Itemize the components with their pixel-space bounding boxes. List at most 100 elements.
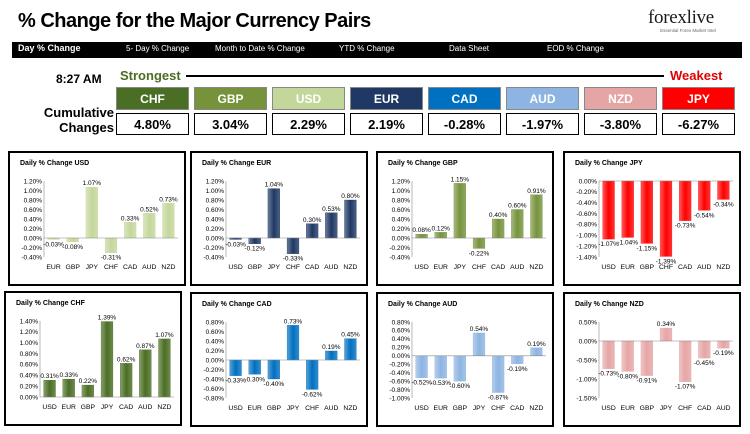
nav-tab-month-to-date[interactable]: Month to Date % Change: [215, 44, 305, 53]
x-tick-label: CHF: [491, 405, 505, 412]
y-tick-label: 1.00%: [206, 188, 225, 195]
x-tick-label: USD: [228, 264, 242, 271]
y-tick-label: 0.00%: [392, 353, 411, 360]
y-tick-label: 0.60%: [24, 207, 43, 214]
nav-tab-eod-change[interactable]: EOD % Change: [547, 44, 604, 53]
data-label: 0.73%: [159, 196, 178, 203]
x-tick-label: CAD: [697, 405, 711, 412]
data-label: 1.15%: [451, 176, 470, 183]
bar: [286, 325, 300, 361]
chart-title: Daily % Change NZD: [575, 301, 644, 308]
y-tick-label: 0.00%: [579, 338, 598, 345]
nav-tab-ytd-change[interactable]: YTD % Change: [339, 44, 395, 53]
data-label: -0.03%: [225, 241, 246, 248]
data-label: 1.39%: [98, 315, 117, 322]
timestamp: 8:27 AM: [56, 72, 102, 86]
y-tick-label: 0.80%: [392, 197, 411, 204]
currency-box-nzd: NZD -3.80%: [584, 87, 657, 135]
x-tick-label: CAD: [123, 264, 137, 271]
chart-plot: -1.40% -1.20% -1.00% -0.80% -0.60% -0.40% -0.2…: [576, 178, 734, 271]
bar: [472, 237, 486, 249]
currency-value: -6.27%: [662, 113, 735, 135]
nav-tab-5-day-change[interactable]: 5- Day % Change: [126, 44, 190, 53]
x-tick-label: CAD: [119, 404, 133, 411]
chart-plot: -0.80% -0.60% -0.40% -0.20% 0.00% 0.20% 0.40% 0…: [203, 318, 360, 412]
data-label: -0.73%: [675, 223, 696, 230]
y-tick-label: 0.20%: [24, 226, 43, 233]
logo-sub-text: Essential Forex Market Intel: [660, 28, 716, 33]
chart-panel-gbp: Daily % Change GBP -0.40% -0.20% 0.00% 0.20…: [376, 151, 554, 286]
data-label: 0.33%: [59, 372, 78, 379]
chart-panel-chf: Daily % Change CHF 0.00% 0.20% 0.40% 0.60% 0…: [4, 291, 182, 426]
bar: [267, 188, 280, 239]
x-tick-label: EUR: [621, 405, 635, 412]
chart-panel-usd: Daily % Change USD -0.40% -0.20% 0.00% 0.20…: [8, 151, 186, 286]
data-label: 0.91%: [527, 188, 546, 195]
x-tick-label: GBP: [640, 264, 655, 271]
bar: [640, 340, 653, 376]
y-tick-label: 0.40%: [206, 216, 225, 223]
y-tick-label: -1.00%: [389, 395, 410, 402]
bar: [286, 237, 300, 254]
y-tick-label: 1.20%: [20, 329, 39, 336]
x-tick-label: USD: [601, 264, 615, 271]
chart-panel-nzd: Daily % Change NZD -1.50% -1.00% -0.50% 0.0…: [563, 292, 741, 427]
currency-value: -1.97%: [506, 113, 579, 135]
bar: [267, 359, 280, 380]
x-tick-label: CHF: [104, 264, 118, 271]
nav-tab-data-sheet[interactable]: Data Sheet: [449, 44, 490, 53]
bar: [415, 355, 428, 378]
data-label: 0.30%: [303, 217, 322, 224]
y-tick-label: -1.00%: [576, 376, 597, 383]
y-tick-label: 0.40%: [206, 338, 225, 345]
x-tick-label: AUD: [324, 264, 338, 271]
x-tick-label: JPY: [101, 404, 114, 411]
data-label: 0.54%: [470, 326, 489, 333]
bar: [492, 355, 505, 393]
data-label: -0.54%: [694, 212, 715, 219]
currency-box-aud: AUD -1.97%: [506, 87, 579, 135]
data-label: 0.34%: [657, 321, 676, 328]
currency-name: GBP: [194, 87, 267, 110]
strength-divider: [186, 75, 664, 77]
data-label: -0.08%: [62, 244, 83, 251]
y-tick-label: -0.80%: [576, 222, 597, 229]
x-tick-label: USD: [228, 405, 242, 412]
bar: [698, 340, 711, 359]
bar: [306, 223, 319, 239]
x-tick-label: USD: [42, 404, 56, 411]
chart-plot: -0.40% -0.20% 0.00% 0.20% 0.40% 0.60% 0.80% 1.0…: [203, 178, 360, 271]
y-tick-label: -0.40%: [389, 254, 410, 261]
forexlive-logo[interactable]: forexlive Essential Forex Market Intel: [648, 8, 728, 38]
chart-plot: -0.40% -0.20% 0.00% 0.20% 0.40% 0.60% 0.80% 1.0…: [21, 178, 178, 271]
currency-value: -0.28%: [428, 113, 501, 135]
y-tick-label: -0.60%: [203, 386, 224, 393]
strongest-label: Strongest: [120, 68, 181, 83]
data-label: -0.33%: [283, 256, 304, 263]
y-tick-label: -0.20%: [389, 245, 410, 252]
chart-title: Daily % Change JPY: [575, 160, 643, 167]
data-label: 1.07%: [83, 180, 102, 187]
currency-name: EUR: [350, 87, 423, 110]
y-tick-label: 0.20%: [206, 226, 225, 233]
data-label: 0.60%: [508, 203, 527, 210]
bar: [229, 359, 242, 376]
data-label: 0.62%: [117, 356, 136, 363]
bar: [139, 349, 152, 398]
x-tick-label: CHF: [286, 264, 300, 271]
x-tick-label: AUD: [510, 264, 524, 271]
x-tick-label: NZD: [529, 264, 543, 271]
data-label: -0.12%: [244, 246, 265, 253]
chart-title: Daily % Change AUD: [388, 301, 458, 308]
x-tick-label: CAD: [678, 264, 692, 271]
bar: [717, 180, 730, 200]
y-tick-label: 0.40%: [20, 373, 39, 380]
chart-title: Daily % Change USD: [20, 160, 90, 167]
y-tick-label: 0.60%: [392, 328, 411, 335]
currency-name: JPY: [662, 87, 735, 110]
y-tick-label: 0.80%: [206, 319, 225, 326]
currency-box-usd: USD 2.29%: [272, 87, 345, 135]
nav-tab-day-change[interactable]: Day % Change: [18, 43, 81, 53]
bar: [698, 180, 711, 211]
x-tick-label: NZD: [157, 404, 171, 411]
